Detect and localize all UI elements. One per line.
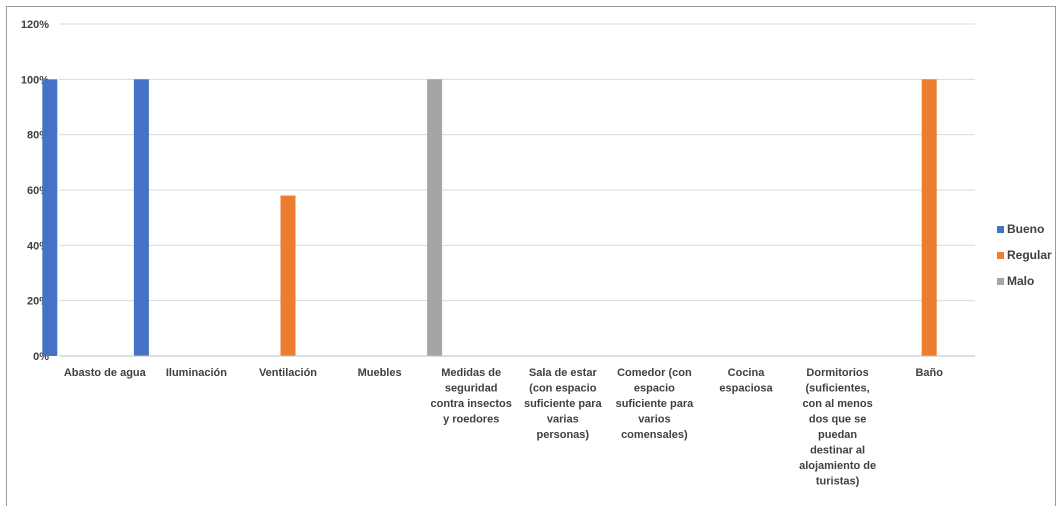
bar-regular xyxy=(921,79,937,356)
legend-label-malo: Malo xyxy=(1007,274,1034,288)
bar-bueno xyxy=(42,79,58,356)
chart-frame: 0% 20% 40% 60% 80% 100% 120% Abasto de agua Ilu… xyxy=(6,6,1056,506)
x-category-label: Ventilación xyxy=(259,367,317,379)
x-category-label: Dormitorios (suficientes, con al menos dos … xyxy=(799,367,876,488)
y-tick-label: 100% xyxy=(21,74,49,86)
x-category-label: Cocina espaciosa xyxy=(719,367,773,395)
x-category-label: Sala de estar (con espacio suficiente para… xyxy=(524,367,603,441)
x-category-label: Abasto de agua xyxy=(64,367,147,379)
x-axis-labels: Abasto de agua Iluminación Ventilación Mueb… xyxy=(64,367,943,488)
legend-swatch-malo xyxy=(997,278,1004,285)
x-category-label: Comedor (con espacio suficiente para varios… xyxy=(616,367,695,441)
bar-regular xyxy=(280,195,296,356)
bar-chart: 0%20%40%60%80%100%120% Abasto de agua Ilu… xyxy=(21,19,1052,488)
x-category-label: Iluminación xyxy=(166,367,227,379)
bar-malo xyxy=(427,79,443,356)
bars xyxy=(42,79,937,356)
x-category-label: Baño xyxy=(915,367,943,379)
bar-bueno xyxy=(133,79,149,356)
legend-label-regular: Regular xyxy=(1007,248,1052,262)
gridlines xyxy=(59,23,975,302)
x-category-label: Medidas de seguridad contra insectos y roed… xyxy=(431,367,512,426)
legend-label-bueno: Bueno xyxy=(1007,222,1044,236)
y-tick-label: 120% xyxy=(21,19,49,31)
legend-swatch-bueno xyxy=(997,226,1004,233)
legend: Bueno Regular Malo xyxy=(997,222,1052,288)
x-category-label: Muebles xyxy=(358,367,402,379)
legend-swatch-regular xyxy=(997,252,1004,259)
